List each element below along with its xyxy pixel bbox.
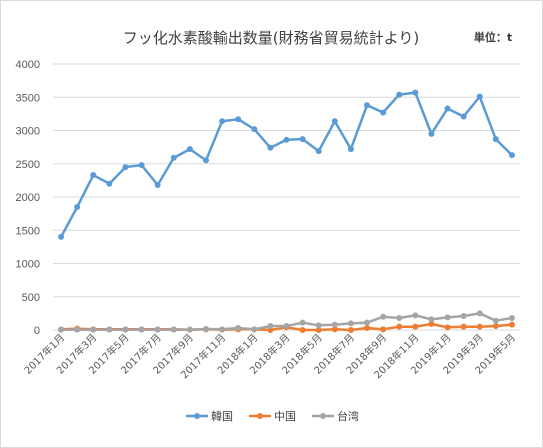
data-point [170,326,177,333]
data-point [299,136,306,143]
data-point [170,154,177,161]
data-point [186,146,193,153]
data-point [74,203,81,210]
y-axis-ticks: 0 500 1000 1500 2000 2500 3000 3500 4000 [16,59,40,337]
data-point [138,162,145,169]
y-tick-label: 0 [34,325,40,337]
legend-label: 中国 [274,410,296,423]
data-point [428,316,435,323]
legend-label: 台湾 [337,409,359,423]
y-tick-label: 2500 [16,159,40,171]
unit-label: 単位：t [474,30,512,44]
data-point [299,327,306,333]
data-point [476,93,483,100]
data-point [235,325,242,332]
data-point [508,321,515,328]
y-tick-label: 1000 [16,259,40,271]
data-point [106,180,113,187]
data-point [235,116,242,123]
data-point [331,118,338,125]
y-tick-label: 500 [22,292,40,304]
y-tick-label: 3500 [16,92,40,104]
legend: 韓国 中国 台湾 [186,409,359,423]
gridlines [53,63,520,331]
data-point [283,136,290,143]
data-point [347,320,354,327]
data-point [267,144,274,151]
data-point [138,326,145,333]
data-point [90,172,97,179]
legend-label: 韓国 [211,410,233,423]
data-point [460,113,467,120]
data-point [444,105,451,112]
data-point [364,325,371,332]
y-tick-label: 3000 [16,126,40,138]
data-point [74,326,81,333]
data-point [412,312,419,319]
data-point [347,327,354,333]
data-point [396,315,403,322]
series-2 [58,310,515,333]
data-point [283,323,290,330]
data-point [267,323,274,330]
legend-marker [257,413,263,419]
data-point [154,182,161,189]
data-point [396,91,403,98]
data-point [219,326,226,333]
data-point [202,157,209,164]
data-point [492,323,499,330]
data-point [331,326,338,333]
data-point [380,326,387,333]
data-point [492,136,499,143]
data-point [412,89,419,96]
data-point [364,319,371,326]
data-point [315,148,322,155]
data-point [90,326,97,333]
data-point [444,314,451,321]
data-point [492,317,499,324]
data-point [476,310,483,317]
data-point [508,152,515,159]
data-point [396,323,403,330]
data-point [364,102,371,109]
data-point [186,326,193,333]
y-tick-label: 4000 [16,59,40,71]
legend-marker [320,413,326,419]
data-point [460,323,467,330]
data-point [331,321,338,328]
data-point [412,323,419,330]
data-point [347,146,354,153]
chart-title: フッ化水素酸輸出数量(財務省貿易統計より) [123,29,419,47]
data-point [106,326,113,333]
data-point [299,319,306,326]
data-point [58,326,65,333]
data-point [122,326,129,333]
data-point [380,313,387,320]
data-point [202,326,209,333]
data-point [122,164,129,171]
data-point [219,118,226,125]
data-point [508,315,515,322]
data-point [428,130,435,137]
series-line-0 [59,91,513,238]
data-point [380,109,387,116]
data-point [460,313,467,320]
legend-marker [194,413,200,419]
y-tick-label: 1500 [16,225,40,237]
data-point [315,322,322,329]
data-point [476,323,483,330]
series-0 [58,89,515,240]
x-axis-ticks: 2017年1月2017年3月2017年5月2017年7月2017年9月2017年… [21,331,518,381]
data-point [428,321,435,328]
data-point [251,326,258,333]
data-point [154,326,161,333]
y-tick-label: 2000 [16,192,40,204]
data-point [444,324,451,331]
data-point [315,327,322,333]
data-point [251,126,258,133]
data-point [58,233,65,240]
series-lines [58,89,515,333]
